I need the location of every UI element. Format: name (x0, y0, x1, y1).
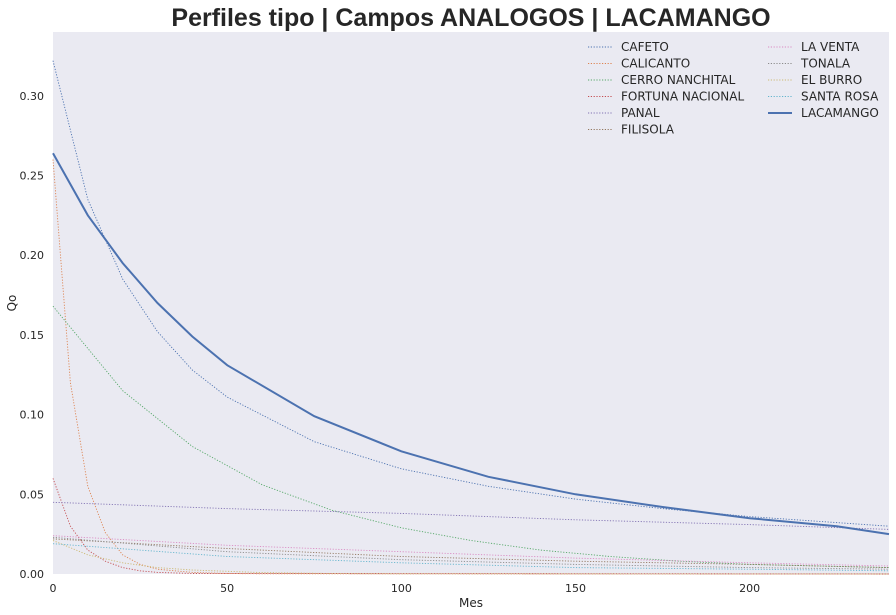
y-tick-label: 0.20 (20, 249, 45, 262)
legend-label: LACAMANGO (801, 106, 879, 120)
series-line-lacamango (52, 152, 890, 536)
plot-area (53, 32, 889, 574)
legend-label: TONALA (800, 57, 851, 71)
legend-label: PANAL (621, 106, 660, 120)
legend: CAFETO CALICANTO CERRO NANCHITAL FORTUNA NA… (588, 40, 879, 137)
series-line-calicanto (52, 159, 890, 575)
y-axis: 0.00 0.05 0.10 0.15 0.20 0.25 0.30 (20, 90, 45, 581)
y-tick-label: 0.05 (20, 488, 45, 501)
series-line-tonala (52, 536, 890, 570)
series-line-el-burro (52, 540, 890, 575)
x-tick-label: 50 (220, 582, 234, 595)
y-tick-label: 0.30 (20, 90, 45, 103)
y-axis-label: Qo (5, 295, 19, 312)
series-line-panal (52, 501, 890, 530)
x-tick-label: 0 (50, 582, 57, 595)
series-line-santa-rosa (52, 543, 890, 572)
x-axis-label: Mes (459, 596, 483, 610)
series-layer (52, 60, 890, 575)
series-line-cafeto (52, 60, 890, 527)
legend-label: LA VENTA (801, 40, 860, 54)
legend-label: CALICANTO (621, 57, 690, 71)
x-axis: 0 50 100 150 200 (50, 582, 761, 595)
series-line-filisola (52, 538, 890, 569)
legend-label: FORTUNA NACIONAL (621, 90, 744, 104)
y-tick-label: 0.00 (20, 568, 45, 581)
legend-label: CERRO NANCHITAL (621, 73, 736, 87)
x-tick-label: 100 (391, 582, 412, 595)
legend-label: EL BURRO (801, 73, 862, 87)
y-tick-label: 0.15 (20, 329, 45, 342)
x-tick-label: 200 (739, 582, 760, 595)
legend-label: SANTA ROSA (801, 90, 879, 104)
y-tick-label: 0.10 (20, 409, 45, 422)
y-tick-label: 0.25 (20, 169, 45, 182)
legend-label: CAFETO (621, 40, 669, 54)
legend-label: FILISOLA (621, 123, 675, 137)
series-line-la-venta (52, 535, 890, 567)
chart-title: Perfiles tipo | Campos ANALOGOS | LACAMA… (171, 4, 770, 32)
x-tick-label: 150 (565, 582, 586, 595)
